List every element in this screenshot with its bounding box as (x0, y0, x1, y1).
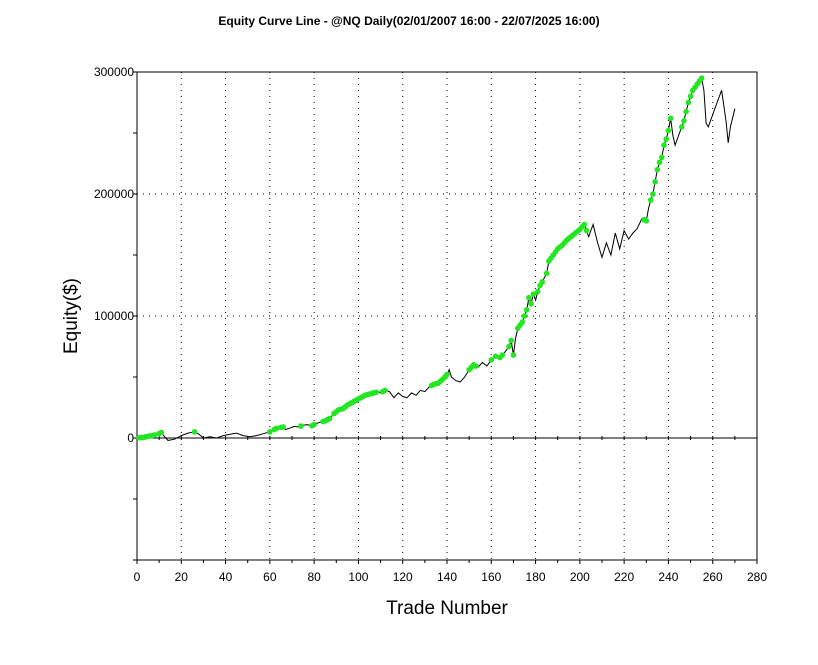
x-tick-label: 180 (526, 570, 546, 584)
highlight-point (530, 291, 537, 297)
highlight-point (510, 352, 517, 358)
highlight-point (698, 75, 705, 81)
highlight-point (534, 288, 541, 295)
highlight-point (543, 270, 550, 277)
highlight-point (523, 307, 530, 313)
highlight-point (652, 179, 658, 185)
x-tick-label: 80 (307, 570, 321, 584)
y-tick-label: 200000 (94, 187, 134, 201)
y-axis-label: Equity($) (61, 278, 82, 354)
highlight-point (678, 124, 685, 130)
x-tick-label: 100 (348, 570, 368, 584)
highlight-point (581, 221, 588, 228)
highlight-point (665, 127, 672, 134)
x-tick-label: 200 (570, 570, 590, 584)
highlight-point (656, 159, 663, 166)
highlight-point (444, 371, 450, 378)
axis-ticks (133, 71, 758, 564)
highlight-point (519, 319, 526, 325)
highlight-point (191, 429, 198, 435)
x-tick-label: 20 (175, 570, 189, 584)
highlight-point (499, 352, 506, 358)
highlight-point (280, 424, 286, 430)
x-tick-label: 140 (437, 570, 457, 584)
y-tick-label: 300000 (94, 65, 134, 79)
highlight-point (663, 136, 670, 142)
highlight-point (508, 337, 515, 344)
highlight-point (528, 301, 534, 307)
y-tick-label: 100000 (94, 309, 134, 323)
highlight-point (311, 421, 317, 428)
y-tick-labels: 0 100000 200000 300000 (94, 65, 134, 445)
highlight-point (661, 142, 667, 148)
highlight-point (488, 357, 495, 363)
highlight-points (136, 75, 705, 441)
y-tick-label: 0 (127, 431, 134, 445)
highlight-point (151, 432, 158, 438)
x-axis-label: Trade Number (386, 598, 508, 619)
highlight-point (687, 93, 694, 100)
x-tick-labels: 0 20 40 60 80 100 120 140 160 180 200 220 240 260 280 (134, 570, 768, 584)
x-tick-label: 220 (614, 570, 634, 584)
highlight-point (683, 108, 689, 115)
highlight-point (650, 191, 656, 197)
x-tick-label: 260 (703, 570, 723, 584)
highlight-point (326, 415, 333, 422)
highlight-point (643, 218, 650, 224)
highlight-point (273, 425, 280, 432)
chart-title: Equity Curve Line - @NQ Daily(02/01/2007… (218, 14, 600, 28)
highlight-point (526, 294, 532, 301)
x-tick-label: 40 (219, 570, 233, 584)
highlight-point (521, 313, 528, 319)
highlight-point (583, 227, 590, 234)
highlight-point (267, 429, 273, 435)
highlight-point (506, 343, 512, 350)
highlight-point (373, 389, 379, 396)
x-tick-label: 240 (658, 570, 678, 584)
highlight-point (685, 99, 692, 106)
highlight-point (539, 279, 546, 285)
highlight-point (382, 387, 388, 394)
highlight-point (658, 154, 665, 161)
x-tick-label: 160 (481, 570, 501, 584)
x-tick-label: 60 (263, 570, 277, 584)
highlight-point (492, 353, 499, 360)
x-tick-label: 280 (747, 570, 767, 584)
highlight-point (472, 363, 479, 369)
highlight-point (667, 115, 674, 122)
x-tick-label: 120 (393, 570, 413, 584)
highlight-point (654, 166, 661, 173)
x-tick-label: 0 (134, 570, 141, 584)
highlight-point (681, 118, 687, 124)
highlight-point (298, 423, 304, 429)
highlight-point (647, 197, 654, 203)
highlight-point (158, 429, 165, 436)
